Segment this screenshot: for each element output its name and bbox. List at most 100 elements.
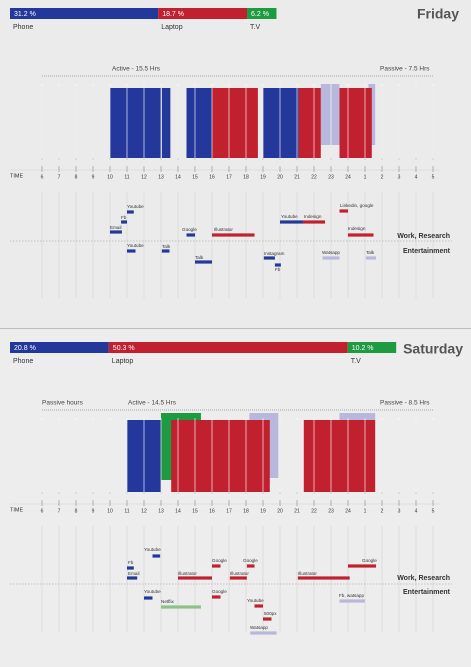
- app-label: Talk: [366, 250, 375, 255]
- app-bar: [280, 220, 303, 224]
- app-bar: [263, 617, 272, 621]
- app-label: Netflix: [161, 599, 174, 604]
- app-label: Fb: [275, 267, 281, 272]
- hour-label: 13: [158, 174, 164, 180]
- hour-label: 23: [328, 508, 334, 514]
- hour-label: 22: [311, 174, 317, 180]
- hour-label: 8: [75, 174, 78, 180]
- share-segment: [10, 342, 109, 353]
- hour-label: 17: [226, 174, 232, 180]
- share-label: 6.2 %: [251, 11, 269, 18]
- usage-block: [298, 88, 321, 158]
- usage-block: [161, 88, 171, 158]
- hour-label: 10: [107, 174, 113, 180]
- share-label: 10.2 %: [352, 345, 374, 352]
- app-bar: [365, 256, 377, 260]
- app-bar: [186, 233, 195, 237]
- hour-label: 22: [311, 508, 317, 514]
- section-label: Entertainment: [403, 589, 451, 596]
- app-label: Youtube: [281, 214, 298, 219]
- app-label: Google: [212, 589, 227, 594]
- device-label: Laptop: [112, 358, 134, 365]
- app-bar: [348, 564, 377, 568]
- app-bar: [254, 604, 263, 608]
- hour-label: 17: [226, 508, 232, 514]
- share-label: 18.7 %: [162, 11, 184, 18]
- hour-label: 3: [398, 508, 401, 514]
- device-label: Phone: [13, 358, 33, 365]
- app-label: Illustrator: [214, 227, 233, 232]
- app-label: Illustrator: [178, 571, 197, 576]
- app-bar: [274, 263, 281, 267]
- app-label: 500px: [264, 611, 277, 616]
- section-label: Work, Research: [397, 575, 450, 582]
- app-bar: [263, 256, 275, 260]
- usage-block: [320, 84, 340, 145]
- hour-label: 10: [107, 508, 113, 514]
- app-label: Indesign: [348, 226, 366, 231]
- app-label: Watsapp: [250, 625, 268, 630]
- device-label: Phone: [13, 24, 33, 31]
- app-bar: [127, 576, 138, 580]
- app-bar: [250, 631, 277, 635]
- period-label: Passive - 8.5 Hrs: [380, 400, 430, 407]
- app-bar: [152, 554, 161, 558]
- hour-label: 19: [260, 508, 266, 514]
- app-label: Illustrator: [230, 571, 249, 576]
- hour-label: 3: [398, 174, 401, 180]
- hour-label: 8: [75, 508, 78, 514]
- app-label: Fb: [128, 560, 134, 565]
- hour-label: 6: [41, 174, 44, 180]
- share-segment: [108, 342, 348, 353]
- hour-label: 14: [175, 508, 181, 514]
- share-segment: [10, 8, 159, 19]
- hour-label: 18: [243, 508, 249, 514]
- app-bar: [178, 576, 212, 580]
- hour-label: 16: [209, 508, 215, 514]
- device-label: Laptop: [161, 24, 183, 31]
- friday-panel: [0, 0, 471, 328]
- hour-label: 4: [415, 508, 418, 514]
- hour-label: 5: [432, 174, 435, 180]
- app-label: Watsapp: [322, 250, 340, 255]
- hour-label: 21: [294, 174, 300, 180]
- app-bar: [322, 256, 340, 260]
- time-label: TIME: [10, 173, 23, 179]
- hour-label: 1: [364, 174, 367, 180]
- hour-label: 5: [432, 508, 435, 514]
- app-label: Email: [128, 571, 140, 576]
- app-label: Talk: [195, 255, 204, 260]
- app-bar: [339, 209, 348, 213]
- app-label: Google: [212, 558, 227, 563]
- hour-label: 14: [175, 174, 181, 180]
- app-label: Linkedin, google: [340, 203, 374, 208]
- app-label: Indesign: [304, 214, 322, 219]
- share-label: 50.3 %: [113, 345, 135, 352]
- hour-label: 19: [260, 174, 266, 180]
- app-label: Instagram: [264, 251, 285, 256]
- app-bar: [302, 220, 326, 224]
- period-label: Active - 15.5 Hrs: [112, 66, 161, 73]
- app-bar: [127, 210, 134, 214]
- hour-label: 7: [58, 174, 61, 180]
- hour-label: 9: [92, 174, 95, 180]
- share-segment: [247, 8, 277, 19]
- app-bar: [121, 220, 127, 224]
- app-label: Google: [182, 227, 197, 232]
- hour-label: 21: [294, 508, 300, 514]
- hour-label: 11: [124, 508, 129, 514]
- app-bar: [127, 249, 136, 253]
- share-segment: [158, 8, 248, 19]
- hour-label: 23: [328, 174, 334, 180]
- hour-label: 15: [192, 508, 198, 514]
- time-label: TIME: [10, 507, 23, 513]
- period-label: Passive - 7.5 Hrs: [380, 66, 430, 73]
- share-segment: [347, 342, 397, 353]
- hour-label: 24: [345, 174, 351, 180]
- app-bar: [297, 576, 350, 580]
- period-label: Active - 14.5 Hrs: [128, 400, 177, 407]
- hour-label: 7: [58, 508, 61, 514]
